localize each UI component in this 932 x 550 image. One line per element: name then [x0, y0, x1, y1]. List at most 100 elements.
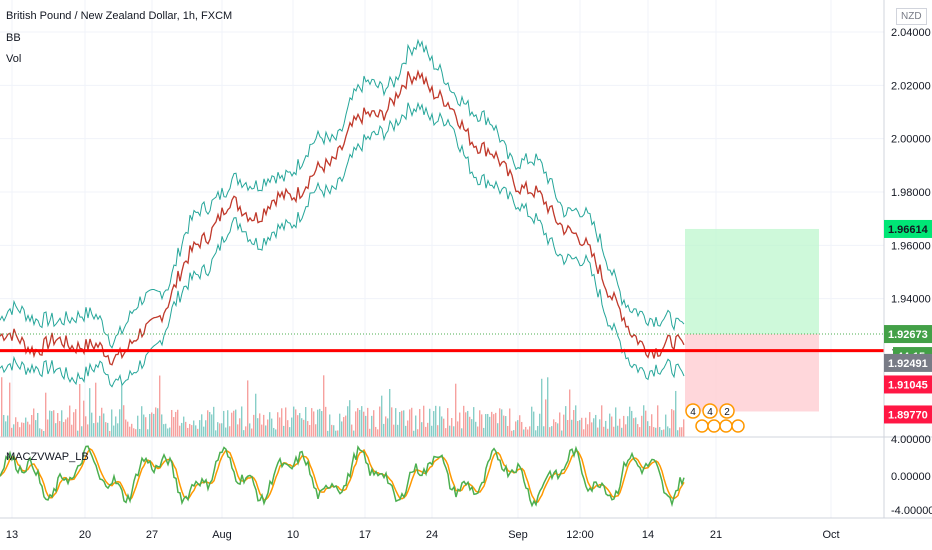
price-tick-label: 2.04000 [891, 27, 931, 39]
profit-zone[interactable] [685, 228, 819, 335]
volume-bar [387, 418, 389, 437]
time-tick-label: 20 [79, 529, 91, 541]
volume-bar [373, 410, 375, 437]
volume-bar [653, 427, 655, 437]
volume-bar [591, 422, 593, 437]
event-badge-circle[interactable] [731, 419, 745, 433]
volume-bar [45, 392, 47, 437]
volume-bar [61, 410, 63, 437]
volume-bar [229, 426, 231, 437]
volume-bar [435, 405, 437, 437]
volume-bar [187, 427, 189, 437]
volume-bar [297, 415, 299, 437]
volume-bar [619, 418, 621, 437]
subpane-title[interactable]: MACZVWAP_LB [6, 451, 89, 463]
volume-bar [601, 405, 603, 437]
event-badge-circle[interactable] [719, 419, 733, 433]
volume-bar [559, 412, 561, 437]
volume-bar [105, 422, 107, 437]
volume-bar [171, 409, 173, 437]
volume-bar [279, 417, 281, 437]
volume-bar [309, 425, 311, 437]
loss-zone[interactable] [685, 334, 819, 412]
oscillator-signal-line [0, 447, 685, 504]
volume-bar [299, 413, 301, 437]
volume-bar [125, 419, 127, 437]
volume-bar [423, 405, 425, 437]
volume-bar [59, 421, 61, 437]
volume-bar [189, 423, 191, 437]
volume-bar [3, 414, 5, 437]
volume-bar [519, 415, 521, 437]
volume-bar [265, 425, 267, 437]
volume-bar [647, 421, 649, 437]
volume-bar [71, 424, 73, 437]
price-label-entry: 1.92673 [888, 329, 928, 341]
volume-bar [573, 410, 575, 437]
indicator-vol-label[interactable]: Vol [6, 53, 22, 65]
volume-bar [79, 383, 81, 437]
event-badge-circle[interactable] [719, 403, 735, 419]
bb-lower-band [0, 101, 685, 388]
volume-bar [203, 426, 205, 437]
volume-bar [489, 416, 491, 437]
volume-bar [365, 415, 367, 437]
volume-bar [67, 417, 69, 437]
event-badge-label: 4 [690, 407, 696, 418]
currency-badge[interactable]: NZD [896, 8, 927, 25]
event-badge-circle[interactable] [702, 403, 718, 419]
volume-bar [465, 412, 467, 437]
volume-bar [505, 416, 507, 437]
volume-bar [323, 375, 325, 437]
volume-bar [193, 420, 195, 437]
volume-bar [307, 421, 309, 437]
volume-bar [341, 421, 343, 437]
volume-bar [339, 413, 341, 437]
volume-bar [199, 420, 201, 437]
volume-bar [179, 425, 181, 437]
volume-bar [529, 426, 531, 437]
volume-bar [363, 411, 365, 437]
indicator-bb-label[interactable]: BB [6, 32, 21, 44]
volume-bar [355, 411, 357, 437]
volume-bar [547, 377, 549, 437]
volume-histogram [1, 375, 685, 437]
volume-bar [91, 412, 93, 437]
event-badge-circle[interactable] [707, 419, 721, 433]
volume-bar [117, 423, 119, 437]
volume-bar [201, 414, 203, 437]
volume-bar [539, 413, 541, 437]
oscillator-axis[interactable]: 4.00000 0.00000 -4.00000 [891, 434, 932, 517]
volume-bar [319, 408, 321, 437]
volume-bar [23, 422, 25, 437]
time-axis[interactable]: 13 20 27 Aug 10 17 24 Sep 12:00 14 21 Oct [6, 529, 840, 541]
volume-bar [525, 426, 527, 437]
volume-bar [165, 423, 167, 437]
symbol-title[interactable]: British Pound / New Zealand Dollar, 1h, … [6, 10, 233, 22]
volume-bar [579, 420, 581, 437]
volume-bar [615, 407, 617, 437]
event-badge-circle[interactable] [685, 403, 701, 419]
volume-bar [663, 429, 665, 437]
price-axis[interactable]: 2.04000 2.02000 2.00000 1.98000 1.96000 1.940… [891, 27, 931, 359]
volume-bar [139, 428, 141, 437]
volume-bar [143, 414, 145, 437]
volume-bar [569, 389, 571, 437]
volume-bar [241, 406, 243, 437]
volume-bar [211, 414, 213, 437]
volume-bar [493, 414, 495, 437]
volume-bar [85, 416, 87, 437]
volume-bar [219, 423, 221, 437]
volume-bar [501, 409, 503, 437]
event-badge-circle[interactable] [695, 419, 709, 433]
volume-bar [9, 382, 11, 437]
volume-bar [329, 414, 331, 437]
volume-bar [167, 428, 169, 437]
volume-bar [191, 425, 193, 437]
volume-bar [149, 413, 151, 437]
time-tick-label: 12:00 [566, 529, 594, 541]
event-badge-label: 2 [724, 407, 730, 418]
